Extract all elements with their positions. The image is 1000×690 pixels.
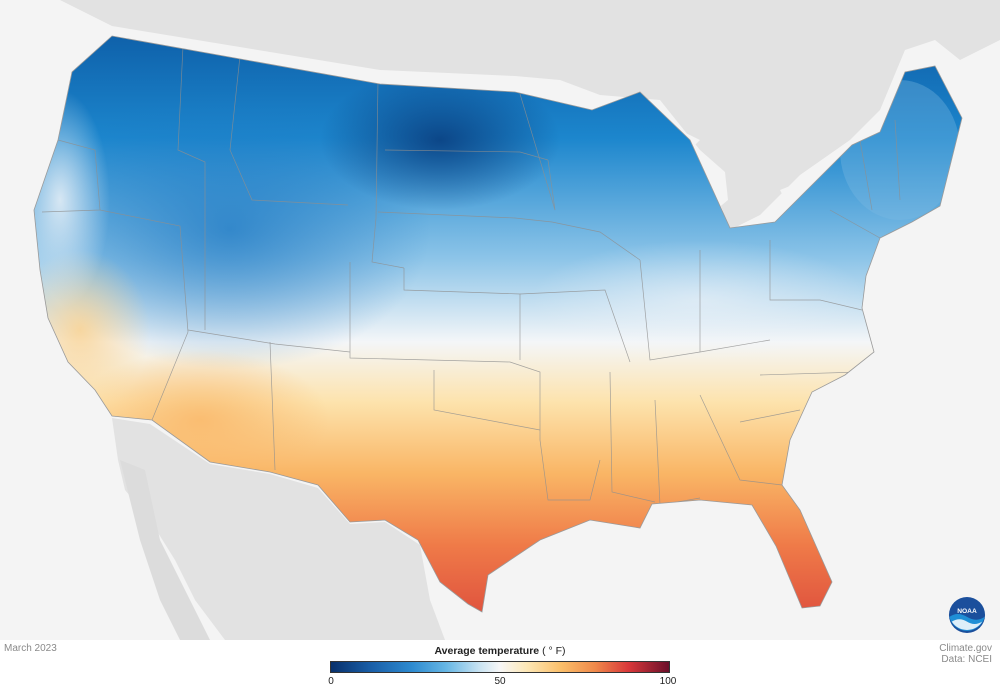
state-borders <box>41 45 901 506</box>
noaa-logo-icon: NOAA <box>948 596 986 634</box>
date-label: March 2023 <box>4 643 57 654</box>
legend-title: Average temperature ( ° F) <box>330 645 670 657</box>
legend-tick-min: 0 <box>328 676 334 687</box>
credit-site: Climate.gov <box>939 643 992 654</box>
us-temperature-map <box>0 0 1000 640</box>
legend-unit: ( ° F) <box>542 645 566 657</box>
credit-source: Data: NCEI <box>941 654 992 665</box>
neighbor-land <box>0 0 1000 640</box>
temperature-field <box>34 36 962 612</box>
legend-title-text: Average temperature <box>434 645 540 657</box>
map-footer: March 2023 Average temperature ( ° F) 0 … <box>0 640 1000 690</box>
us-outline <box>33 35 963 613</box>
legend-tick-max: 100 <box>659 676 677 687</box>
svg-text:NOAA: NOAA <box>957 608 977 615</box>
map-area: NOAA <box>0 0 1000 640</box>
legend-color-bar <box>330 661 670 673</box>
legend-tick-mid: 50 <box>494 676 506 687</box>
